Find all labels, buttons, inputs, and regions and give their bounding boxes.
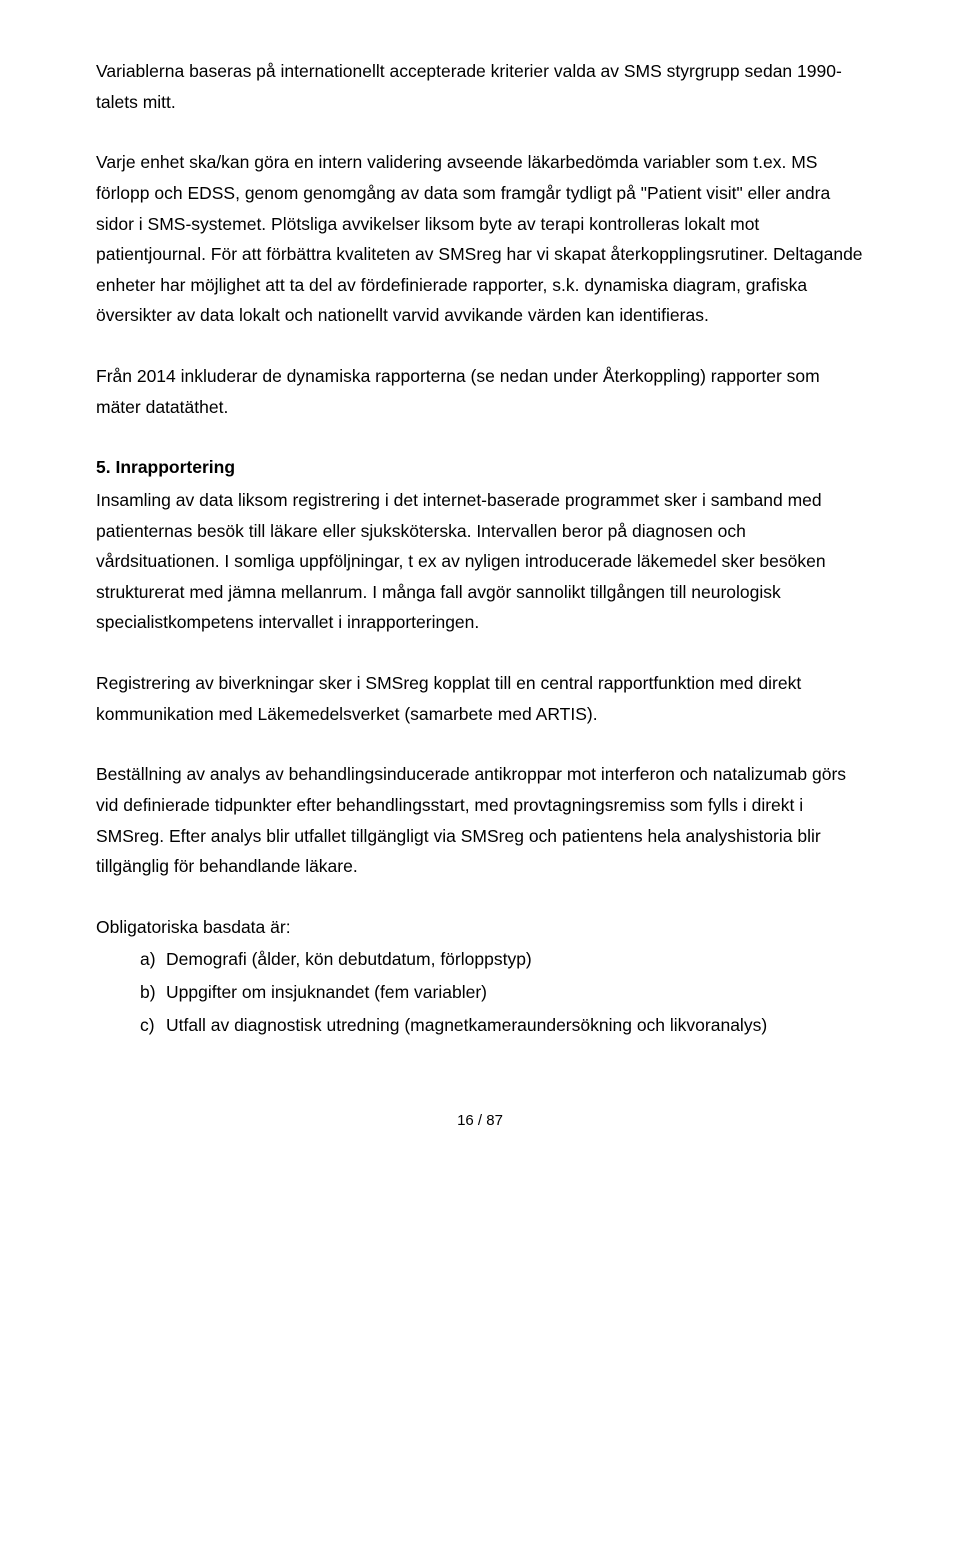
- list-text-c: Utfall av diagnostisk utredning (magnetk…: [166, 1015, 767, 1035]
- section-5-body-3: Beställning av analys av behandlingsindu…: [96, 759, 864, 882]
- list-text-b: Uppgifter om insjuknandet (fem variabler…: [166, 982, 487, 1002]
- list-marker-b: b): [140, 977, 166, 1008]
- list-intro: Obligatoriska basdata är:: [96, 912, 864, 943]
- paragraph-intro-3: Från 2014 inkluderar de dynamiska rappor…: [96, 361, 864, 422]
- list-item: a)Demografi (ålder, kön debutdatum, förl…: [140, 944, 864, 975]
- section-5-body-1: Insamling av data liksom registrering i …: [96, 485, 864, 638]
- ordered-list: a)Demografi (ålder, kön debutdatum, förl…: [96, 944, 864, 1040]
- list-text-a: Demografi (ålder, kön debutdatum, förlop…: [166, 949, 532, 969]
- list-item: b)Uppgifter om insjuknandet (fem variabl…: [140, 977, 864, 1008]
- section-5-body-2: Registrering av biverkningar sker i SMSr…: [96, 668, 864, 729]
- page-number: 16 / 87: [457, 1112, 503, 1129]
- section-5-heading: 5. Inrapportering: [96, 452, 864, 483]
- paragraph-intro-1: Variablerna baseras på internationellt a…: [96, 56, 864, 117]
- list-marker-c: c): [140, 1010, 166, 1041]
- paragraph-intro-2: Varje enhet ska/kan göra en intern valid…: [96, 147, 864, 331]
- list-item: c)Utfall av diagnostisk utredning (magne…: [140, 1010, 864, 1041]
- document-page: Variablerna baseras på internationellt a…: [0, 0, 960, 1175]
- list-marker-a: a): [140, 944, 166, 975]
- page-footer: 16 / 87: [96, 1108, 864, 1134]
